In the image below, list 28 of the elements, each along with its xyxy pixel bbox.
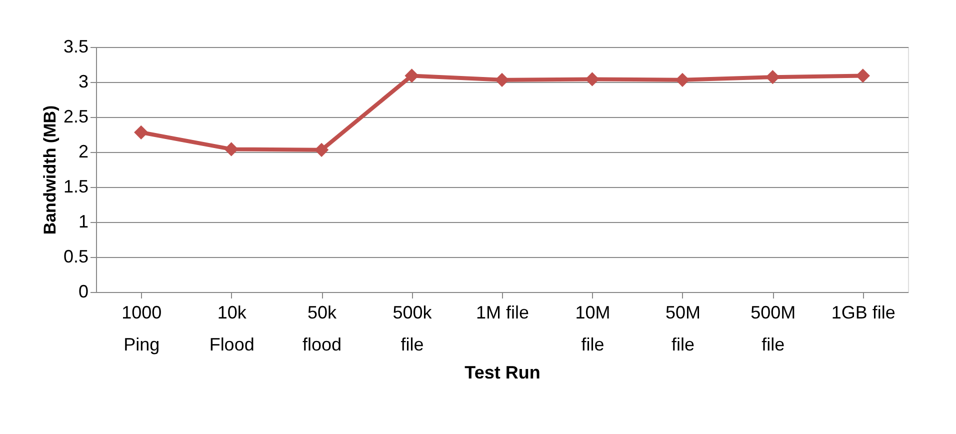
point <box>856 68 870 83</box>
point <box>766 70 780 84</box>
y-tick-label: 3.5 <box>63 36 88 56</box>
point <box>494 72 510 87</box>
point <box>404 68 419 83</box>
y-tick-label: 0.5 <box>63 246 88 266</box>
x-tick-label: 10k Flood <box>209 302 254 354</box>
x-tick-label: 50k flood <box>302 302 342 354</box>
y-tick-label: 2 <box>78 142 88 162</box>
y-tick-label: 1 <box>78 212 88 232</box>
x-tick-label: 1000 Ping <box>122 302 162 354</box>
x-tick-label: 1GB file <box>831 302 896 322</box>
y-tick-label: 2.5 <box>63 106 88 126</box>
point <box>224 142 238 156</box>
point <box>134 125 148 140</box>
y-tick-label: 3 <box>78 72 88 92</box>
x-tick-label: 500k file <box>392 302 433 354</box>
y-tick-label: 1.5 <box>63 176 88 196</box>
x-tick-label: 500M file <box>750 302 796 354</box>
point <box>314 142 329 157</box>
x-axis-title: Test Run <box>464 362 540 382</box>
y-axis-title: Bandwidth (MB) <box>40 105 60 235</box>
x-tick-label: 50M file <box>665 302 700 354</box>
point <box>675 72 690 87</box>
x-tick-label: 1M file <box>476 302 530 322</box>
point <box>585 72 600 86</box>
y-tick-label: 0 <box>78 282 88 302</box>
x-tick-label: 10M file <box>575 302 610 354</box>
